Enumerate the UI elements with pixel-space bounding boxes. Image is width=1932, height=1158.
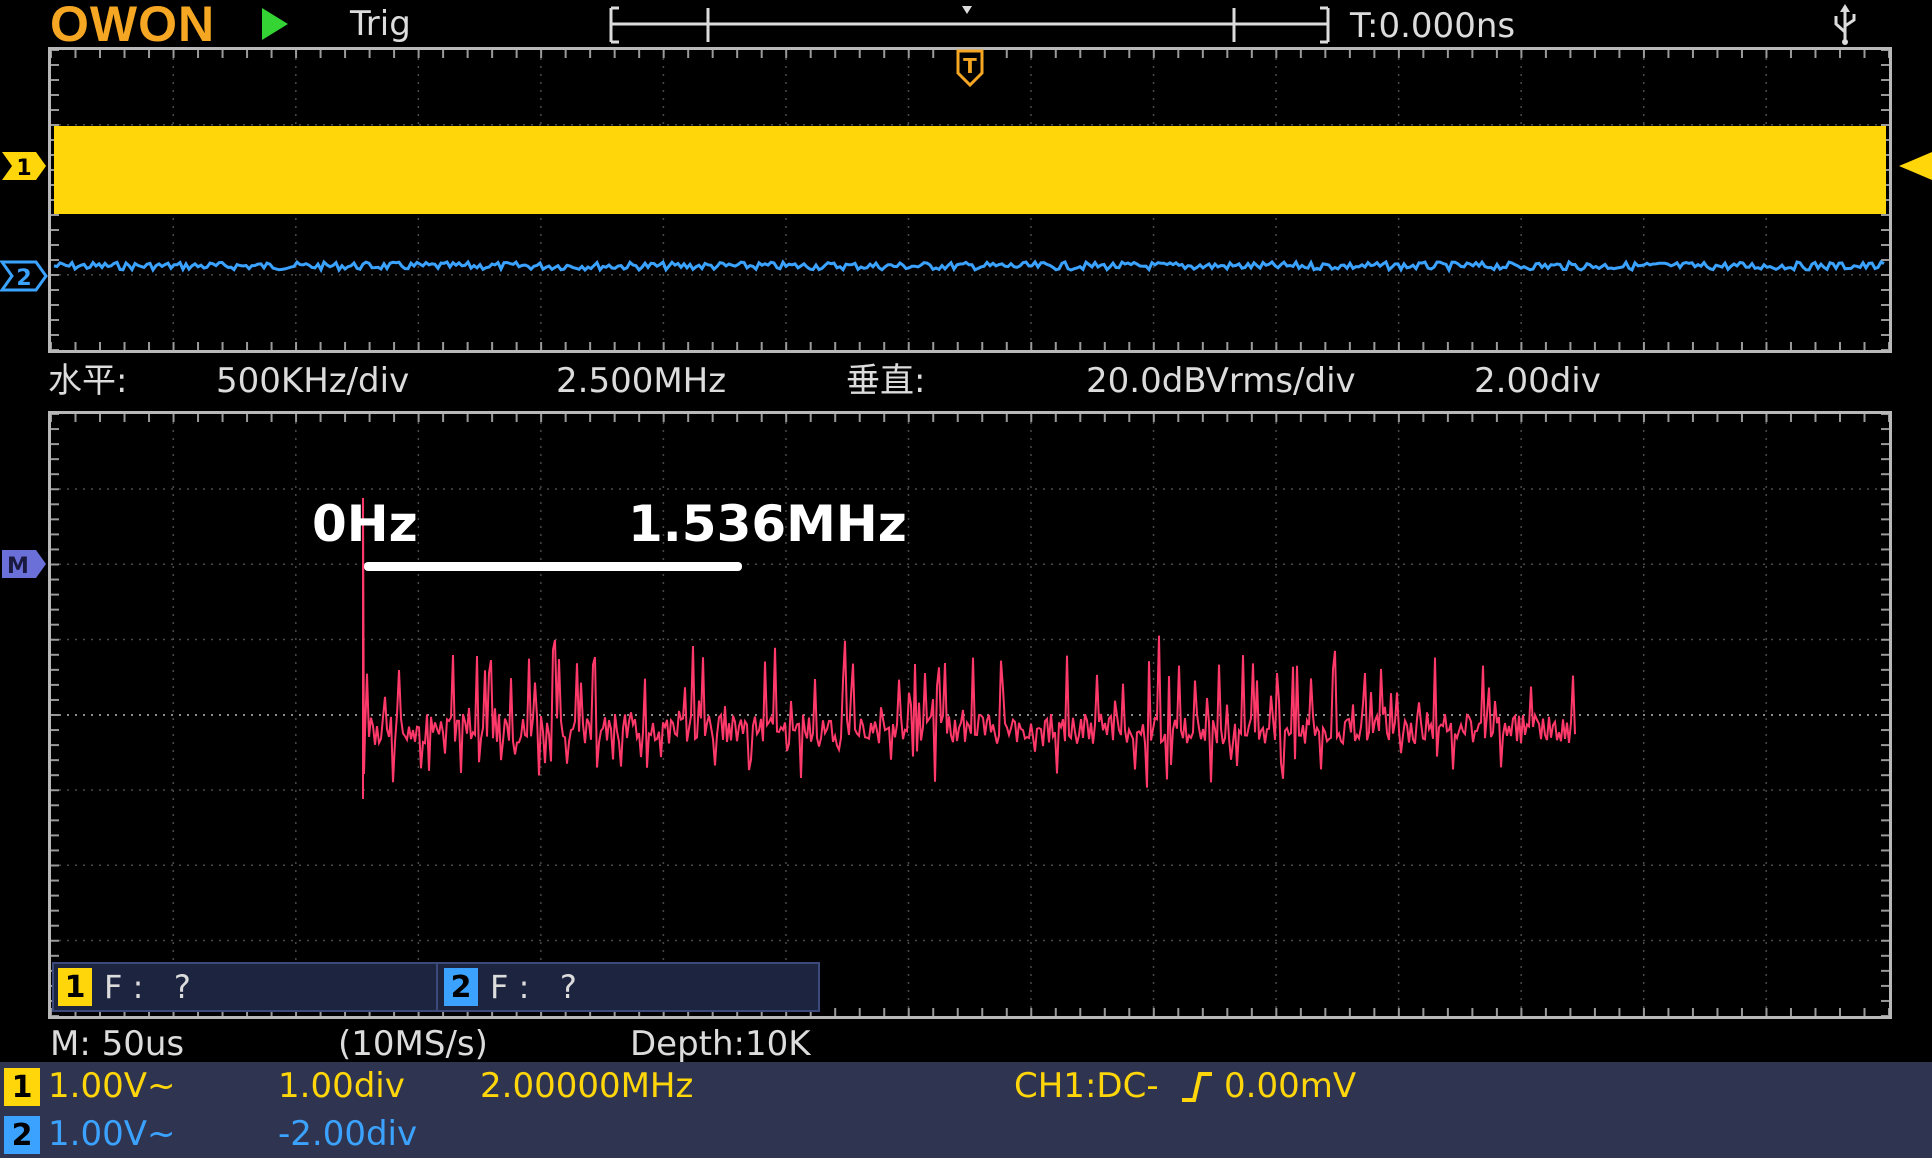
channel-status-panel: 1 1.00V~ 1.00div 2.00000MHz CH1:DC- 0.00…: [0, 1062, 1932, 1158]
ch2-badge: 2: [4, 1116, 40, 1154]
sample-rate: (10MS/s): [338, 1024, 488, 1064]
vertical-offset: 2.00div: [1474, 361, 1601, 401]
brand-logo: OWON: [50, 0, 216, 52]
ch2-counter-badge: 2: [444, 968, 478, 1006]
math-position-marker[interactable]: M: [0, 548, 48, 580]
fft-scale-row: 水平: 500KHz/div 2.500MHz 垂直: 20.0dBVrms/d…: [48, 355, 1892, 407]
ch2-offset: -2.00div: [278, 1114, 418, 1154]
ch1-position-marker[interactable]: 1: [0, 150, 48, 182]
ch1-frequency: 2.00000MHz: [480, 1066, 694, 1106]
ch2-status-row[interactable]: 2 1.00V~ -2.00div: [0, 1110, 1932, 1158]
vertical-label: 垂直:: [846, 361, 926, 401]
cursor-b-value: 1.536MHz: [628, 495, 907, 553]
svg-text:1: 1: [16, 156, 31, 181]
svg-text:2: 2: [16, 266, 31, 291]
record-depth: Depth:10K: [630, 1024, 811, 1064]
ch2-waveform: [53, 259, 1885, 274]
horizontal-label: 水平:: [48, 361, 128, 401]
ch1-volts-div: 1.00V~: [48, 1066, 176, 1106]
timebase-scale: M: 50us: [50, 1024, 185, 1064]
svg-text:M: M: [7, 554, 29, 579]
ch2-frequency-counter: F : ?: [490, 968, 577, 1006]
fft-spectrum-trace: [362, 497, 1576, 799]
ch1-badge: 1: [4, 1068, 40, 1106]
timebase-info: M: 50us (10MS/s) Depth:10K: [48, 1020, 1892, 1064]
trigger-status: Trig: [350, 4, 411, 44]
horizontal-center: 2.500MHz: [556, 361, 727, 401]
ch1-trigger-level-marker[interactable]: [1895, 150, 1932, 182]
trigger-delay-readout: T:0.000ns: [1350, 6, 1516, 46]
usb-icon: [1834, 4, 1856, 45]
rising-edge-icon: [1182, 1072, 1212, 1102]
cursor-span-bar[interactable]: [364, 562, 742, 571]
time-domain-display[interactable]: [48, 47, 1892, 353]
frequency-counter-panel: 1 F : ? 2 F : ?: [52, 962, 820, 1012]
ch2-volts-div: 1.00V~: [48, 1114, 176, 1154]
horizontal-scale: 500KHz/div: [216, 361, 410, 401]
trigger-source: CH1:DC-: [1014, 1066, 1159, 1106]
ch1-waveform: [54, 126, 1886, 214]
vertical-scale: 20.0dBVrms/div: [1086, 361, 1356, 401]
cursor-a-value: 0Hz: [312, 495, 418, 553]
trigger-level: 0.00mV: [1224, 1066, 1357, 1106]
ch1-status-row[interactable]: 1 1.00V~ 1.00div 2.00000MHz CH1:DC- 0.00…: [0, 1062, 1932, 1110]
trigger-marker-icon[interactable]: T: [952, 47, 988, 89]
play-icon[interactable]: [262, 8, 288, 40]
ch1-counter-badge: 1: [58, 968, 92, 1006]
time-grid: [51, 50, 1889, 350]
ch1-offset: 1.00div: [278, 1066, 405, 1106]
ch2-position-marker[interactable]: 2: [0, 260, 48, 292]
ch1-frequency-counter: F : ?: [104, 968, 191, 1006]
trigger-position-icon: [962, 6, 972, 14]
svg-text:T: T: [963, 54, 977, 78]
timebase-position-bar: [609, 6, 1330, 44]
